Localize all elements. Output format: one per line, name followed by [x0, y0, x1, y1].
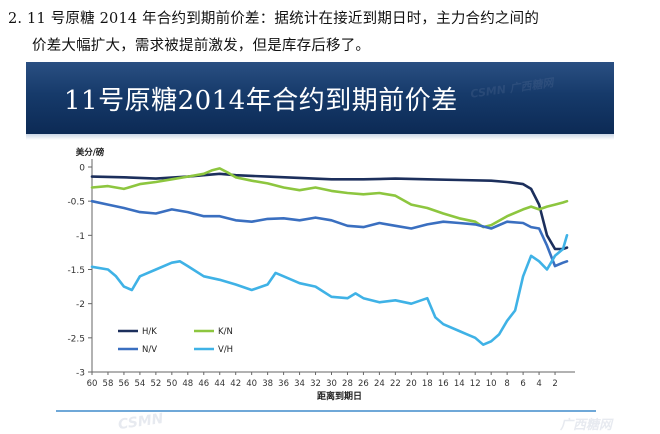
x-tick-label: 24	[374, 379, 385, 389]
x-tick-label: 48	[182, 379, 193, 389]
y-tick-label: -1.5	[67, 266, 85, 276]
watermark-bottom-right: 广西糖网	[560, 418, 613, 433]
x-tick-label: 6	[520, 379, 525, 389]
x-tick-label: 16	[438, 379, 449, 389]
x-tick-label: 34	[294, 379, 305, 389]
x-tick-label: 38	[262, 379, 273, 389]
x-tick-label: 58	[103, 379, 114, 389]
series-line-nv	[90, 199, 569, 268]
x-tick-label: 4	[536, 379, 541, 389]
legend-label-vh: V/H	[218, 345, 233, 355]
series-line-kn	[90, 167, 569, 229]
legend-label-kn: K/N	[218, 327, 233, 337]
slide: 11号原糖2014年合约到期前价差 0 -0.5 -1 -1.5 -2 -2.5 -3 60 5…	[26, 62, 614, 434]
x-tick-label: 36	[278, 379, 289, 389]
series-line-vh	[90, 234, 569, 346]
x-tick-label: 50	[166, 379, 177, 389]
x-tick-label: 60	[87, 379, 98, 389]
chart-legend: H/K K/N N/V V/H	[118, 327, 233, 355]
y-tick-label: -0.5	[67, 198, 85, 208]
y-tick-label: 0	[79, 164, 85, 174]
spread-line-chart: 0-0.5-1-1.5-2-2.5-360 58 56 54 52 50 48 46 44 42 4…	[67, 147, 575, 402]
chart-series	[90, 167, 569, 346]
x-tick-label: 42	[230, 379, 241, 389]
x-tick-label: 8	[504, 379, 509, 389]
x-tick-label: 28	[342, 379, 353, 389]
x-tick-label: 40	[246, 379, 257, 389]
x-tick-label: 10	[486, 379, 497, 389]
chart-axes: 0-0.5-1-1.5-2-2.5-360 58 56 54 52 50 48 46 44 42 4…	[67, 147, 575, 402]
x-tick-label: 44	[214, 379, 225, 389]
y-tick-label: -2	[76, 300, 85, 310]
slide-title: 11号原糖2014年合约到期前价差	[64, 86, 458, 116]
x-tick-label: 56	[119, 379, 130, 389]
x-tick-label: 26	[358, 379, 369, 389]
y-tick-label: -2.5	[67, 334, 85, 344]
y-tick-label: -1	[76, 232, 85, 242]
x-tick-label: 30	[326, 379, 337, 389]
y-tick-label: -3	[76, 369, 85, 379]
intro-paragraph: 2. 11 号原糖 2014 年合约到期前价差：据统计在接近到期日时，主力合约之…	[8, 6, 648, 60]
y-axis-label: 美分/磅	[76, 147, 105, 158]
paragraph-line-1: 2. 11 号原糖 2014 年合约到期前价差：据统计在接近到期日时，主力合约之…	[8, 11, 540, 27]
x-tick-label: 14	[454, 379, 465, 389]
x-tick-label: 54	[134, 379, 145, 389]
x-tick-label: 12	[470, 379, 481, 389]
x-tick-label: 20	[406, 379, 417, 389]
banner-divider	[26, 134, 614, 140]
legend-label-hk: H/K	[142, 327, 157, 337]
paragraph-line-2: 价差大幅扩大，需求被提前激发，但是库存后移了。	[32, 38, 371, 54]
x-tick-label: 46	[198, 379, 209, 389]
footer-divider	[56, 410, 596, 412]
x-tick-label: 22	[390, 379, 401, 389]
x-axis-label: 距离到期日	[317, 390, 362, 402]
x-tick-label: 18	[422, 379, 433, 389]
slide-banner: 11号原糖2014年合约到期前价差	[26, 62, 614, 134]
x-tick-label: 32	[310, 379, 321, 389]
x-tick-label: 2	[552, 379, 557, 389]
legend-label-nv: N/V	[142, 345, 157, 355]
x-tick-label: 52	[150, 379, 161, 389]
